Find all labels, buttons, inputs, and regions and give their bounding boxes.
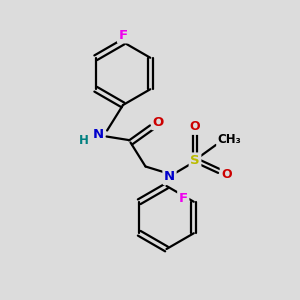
Text: O: O — [190, 120, 200, 134]
Text: S: S — [190, 154, 200, 167]
Text: H: H — [79, 134, 89, 147]
Text: CH₃: CH₃ — [218, 133, 242, 146]
Text: N: N — [164, 170, 175, 184]
Text: F: F — [118, 29, 127, 42]
Text: O: O — [152, 116, 164, 129]
Text: O: O — [221, 167, 232, 181]
Text: F: F — [179, 192, 188, 205]
Text: N: N — [92, 128, 104, 141]
